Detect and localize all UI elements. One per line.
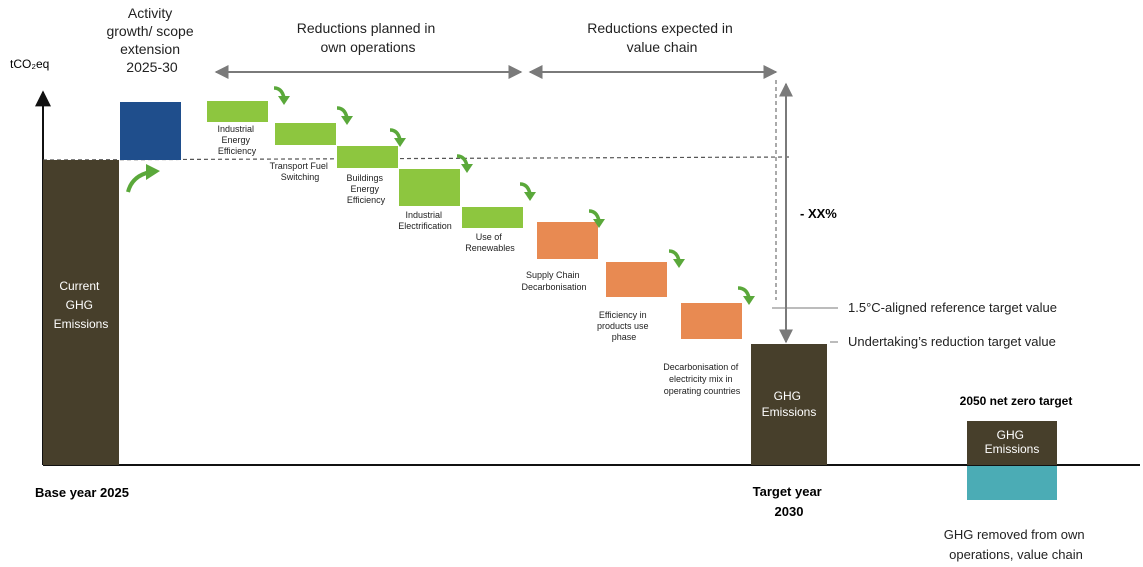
base-label-line: Emissions	[54, 317, 109, 331]
reduction-label-line: Electrification	[398, 221, 452, 231]
target-emissions-bar	[751, 344, 827, 465]
net-zero-removals-bar	[967, 466, 1057, 500]
step-arrowhead-icon	[394, 138, 406, 147]
base-label-line: GHG	[66, 298, 93, 312]
reduction-label-line: Energy	[350, 184, 379, 194]
net-zero-removals-label: GHG removed from own operations, value c…	[944, 527, 1089, 562]
reduction-bar	[606, 262, 667, 297]
reduction-bar	[337, 146, 398, 168]
net-zero-emissions-label: GHG Emissions	[985, 428, 1040, 456]
net-zero-emissions-bar	[967, 421, 1057, 465]
base-label-line: Current	[59, 279, 100, 293]
undertaking-reference-label: Undertaking’s reduction target value	[848, 334, 1056, 349]
reduction-label: Transport Fuel Switching	[270, 161, 331, 182]
span-label-line: value chain	[627, 39, 698, 55]
reduction-label-line: Efficiency	[347, 195, 386, 205]
base-emissions-label: Current GHG Emissions	[54, 279, 109, 331]
step-arrowhead-icon	[461, 164, 473, 173]
net-zero-title: 2050 net zero target	[960, 394, 1073, 408]
reduction-label-line: operating countries	[664, 386, 741, 396]
reduction-label: Industrial Energy Efficiency	[217, 124, 256, 156]
reduction-bar	[462, 207, 523, 228]
reduction-label-line: Energy	[221, 135, 250, 145]
span-label-line: own operations	[321, 39, 416, 55]
step-arrowhead-icon	[524, 192, 536, 201]
reduction-label: Supply Chain Decarbonisation	[521, 270, 586, 292]
reduction-label: Use of Renewables	[465, 232, 515, 253]
reduction-label-line: Buildings	[346, 173, 383, 183]
target-year-line: 2030	[775, 504, 804, 519]
target-label-line: Emissions	[762, 405, 817, 419]
growth-label-line: Activity	[128, 5, 172, 21]
reduction-label-line: Decarbonisation	[521, 282, 586, 292]
reduction-percent-label: - XX%	[800, 206, 837, 221]
reduction-label-line: phase	[612, 332, 637, 342]
step-arrowhead-icon	[341, 116, 353, 125]
reduction-label-line: Efficiency in	[599, 310, 647, 320]
reduction-label-line: electricity mix in	[669, 374, 733, 384]
reduction-label: Industrial Electrification	[398, 210, 452, 231]
reduction-label: Buildings Energy Efficiency	[346, 173, 385, 205]
reduction-label-line: Supply Chain	[526, 270, 580, 280]
net-zero-label-line: GHG	[997, 428, 1024, 442]
removals-label-line: GHG removed from own	[944, 527, 1085, 542]
reduction-label-line: Use of	[476, 232, 503, 242]
reduction-label-line: Efficiency	[218, 146, 257, 156]
target-year-line: Target year	[753, 484, 822, 499]
base-level-dashed-line	[42, 156, 791, 161]
step-arrowhead-icon	[743, 296, 755, 305]
removals-label-line: operations, value chain	[949, 547, 1083, 562]
reduction-bar	[207, 101, 268, 122]
span-label-line: Reductions planned in	[297, 20, 436, 36]
step-arrowhead-icon	[593, 219, 605, 228]
reduction-label-line: Renewables	[465, 243, 515, 253]
reduction-label-line: Transport Fuel	[270, 161, 328, 171]
growth-label: Activity growth/ scope extension 2025-30	[106, 5, 197, 75]
aligned-reference-label: 1.5°C-aligned reference target value	[848, 300, 1057, 315]
growth-arrowhead-icon	[146, 164, 160, 180]
growth-bar	[120, 102, 181, 160]
reduction-label-line: Industrial	[217, 124, 254, 134]
growth-label-line: extension	[120, 41, 180, 57]
value-chain-span-label: Reductions expected in value chain	[587, 20, 736, 55]
target-label-line: GHG	[774, 389, 801, 403]
reduction-bar	[399, 169, 460, 206]
base-emissions-bar	[43, 160, 119, 465]
reduction-label: Decarbonisation of electricity mix in op…	[663, 362, 741, 396]
growth-label-line: 2025-30	[126, 59, 178, 75]
reduction-steps: Industrial Energy Efficiency Transport F…	[207, 86, 755, 396]
reduction-label-line: products use	[597, 321, 649, 331]
target-year-label: Target year 2030	[753, 484, 826, 519]
own-operations-span-label: Reductions planned in own operations	[297, 20, 439, 55]
step-arrowhead-icon	[278, 96, 290, 105]
y-unit-label: tCO₂eq	[10, 57, 49, 71]
reduction-bar	[537, 222, 598, 259]
reduction-label-line: Industrial	[405, 210, 442, 220]
target-emissions-label: GHG Emissions	[762, 389, 817, 419]
reduction-label-line: Decarbonisation of	[663, 362, 739, 372]
reduction-bar	[681, 303, 742, 339]
reduction-label: Efficiency in products use phase	[597, 310, 651, 342]
reduction-bar	[275, 123, 336, 145]
growth-label-line: growth/ scope	[106, 23, 193, 39]
step-arrowhead-icon	[673, 259, 685, 268]
base-year-label: Base year 2025	[35, 485, 129, 500]
net-zero-label-line: Emissions	[985, 442, 1040, 456]
reduction-label-line: Switching	[281, 172, 320, 182]
span-label-line: Reductions expected in	[587, 20, 733, 36]
